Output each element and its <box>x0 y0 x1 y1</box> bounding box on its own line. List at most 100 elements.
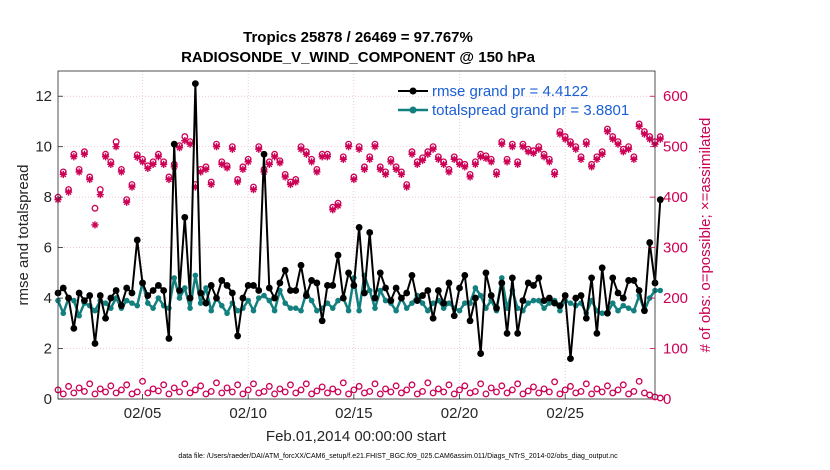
x-tick-label: 02/25 <box>546 405 584 422</box>
obs_assimilated-point <box>265 160 273 168</box>
obs_assimilated-point <box>144 164 152 172</box>
obs_possible_low-point <box>218 389 226 397</box>
obs_assimilated-point <box>540 153 548 161</box>
obs_possible_low-point <box>308 390 316 398</box>
legend-totalspread-marker <box>409 106 417 114</box>
rmse-point <box>271 294 279 302</box>
obs_assimilated-point <box>429 145 437 153</box>
rmse-point <box>361 289 368 297</box>
obs_possible_low-point <box>424 379 432 387</box>
obs_assimilated-point <box>234 178 242 186</box>
rmse-point <box>535 274 543 282</box>
obs_assimilated-point <box>376 165 384 173</box>
totalspread-point <box>197 300 204 306</box>
totalspread-point <box>403 305 410 311</box>
obs_assimilated-point <box>360 165 369 173</box>
totalspread-point <box>271 307 278 314</box>
totalspread-point <box>298 307 304 314</box>
obs_possible_low-point <box>530 383 537 391</box>
obs_possible_low-point <box>228 388 236 396</box>
totalspread-point <box>181 285 188 291</box>
y-right-tick-label: 500 <box>663 139 688 156</box>
legend-totalspread-label: totalspread grand pr = 3.8801 <box>432 102 629 119</box>
obs_possible_low-point <box>604 382 611 390</box>
obs_assimilated-point <box>175 144 184 152</box>
obs_possible_low-point <box>445 381 453 389</box>
obs_assimilated-point <box>477 153 485 161</box>
rmse-point <box>112 287 120 294</box>
obs_possible_low-point <box>334 388 342 396</box>
obs_assimilated-point <box>450 155 458 163</box>
rmse-point <box>398 294 405 302</box>
obs_assimilated-point <box>556 130 564 138</box>
obs_possible_low-point <box>281 388 289 396</box>
rmse-point <box>81 297 88 304</box>
rmse-point <box>176 287 183 294</box>
rmse-point <box>503 330 511 337</box>
totalspread-point <box>145 300 151 306</box>
obs_assimilated-point <box>408 150 416 158</box>
totalspread-point <box>192 272 199 279</box>
obs_assimilated-point <box>350 175 358 184</box>
rmse-point <box>609 274 617 282</box>
rmse-point <box>218 277 226 284</box>
rmse-point <box>107 294 115 302</box>
rmse-point <box>471 294 479 302</box>
rmse-point <box>202 299 210 307</box>
rmse-point <box>577 292 585 299</box>
obs_assimilated-point <box>59 170 67 179</box>
rmse-point <box>466 317 474 325</box>
totalspread-point <box>287 305 294 311</box>
obs_assimilated-point <box>255 145 263 153</box>
rmse-point <box>493 304 500 312</box>
obs_possible_low-point <box>345 390 353 398</box>
rmse-point <box>96 292 104 299</box>
obs_assimilated-point <box>239 165 247 173</box>
rmse-point <box>123 284 131 292</box>
y-left-tick-label: 12 <box>35 88 52 105</box>
rmse-point <box>70 324 78 332</box>
rmse-point <box>429 314 437 322</box>
ticks-layer: 02/05 02/10 02/15 02/20 02/25 0 2 4 6 8 10 12 0 100 20… <box>35 88 688 422</box>
totalspread-point <box>134 302 141 309</box>
totalspread-point <box>92 307 98 314</box>
obs_assimilated-point <box>424 150 432 158</box>
obs_assimilated-point <box>366 155 374 163</box>
rmse-point <box>160 287 168 294</box>
y-right-tick-label: 0 <box>663 391 671 408</box>
obs_possible_low-point <box>656 394 664 402</box>
obs_possible_low-point <box>429 389 437 397</box>
y-left-tick-label: 2 <box>44 341 52 358</box>
obs_possible_low-point <box>154 387 162 395</box>
totalspread-point <box>472 285 479 291</box>
obs_possible_low-point <box>117 386 125 394</box>
rmse-point <box>128 289 136 297</box>
rmse-point <box>154 282 162 289</box>
obs_assimilated-point <box>588 163 596 171</box>
totalspread-point <box>224 310 230 317</box>
totalspread-point <box>541 305 547 311</box>
rmse-point <box>530 282 537 289</box>
totalspread-point <box>657 287 664 294</box>
rmse-point <box>641 307 648 315</box>
rmse-point <box>59 284 67 292</box>
y-left-tick-label: 10 <box>35 139 52 156</box>
rmse-point <box>144 292 152 299</box>
obs_possible_low-point <box>614 386 622 394</box>
totalspread-point <box>419 300 426 306</box>
rmse-point <box>102 314 109 322</box>
obs_assimilated-point <box>582 140 590 148</box>
rmse-point <box>318 317 326 325</box>
rmse-point <box>149 287 157 294</box>
footnote: data file: /Users/raeder/DAI/ATM_forcXX/… <box>178 453 618 460</box>
rmse-point <box>186 294 194 302</box>
obs_possible_low-point <box>540 385 548 393</box>
obs_possible_low-point <box>366 387 374 395</box>
totalspread-point <box>335 297 341 304</box>
rmse-point <box>181 213 189 221</box>
obs_possible_low-point <box>102 388 109 396</box>
rmse-point <box>413 297 421 304</box>
obs_assimilated-point <box>197 168 205 176</box>
obs_possible_low-point <box>176 388 183 396</box>
